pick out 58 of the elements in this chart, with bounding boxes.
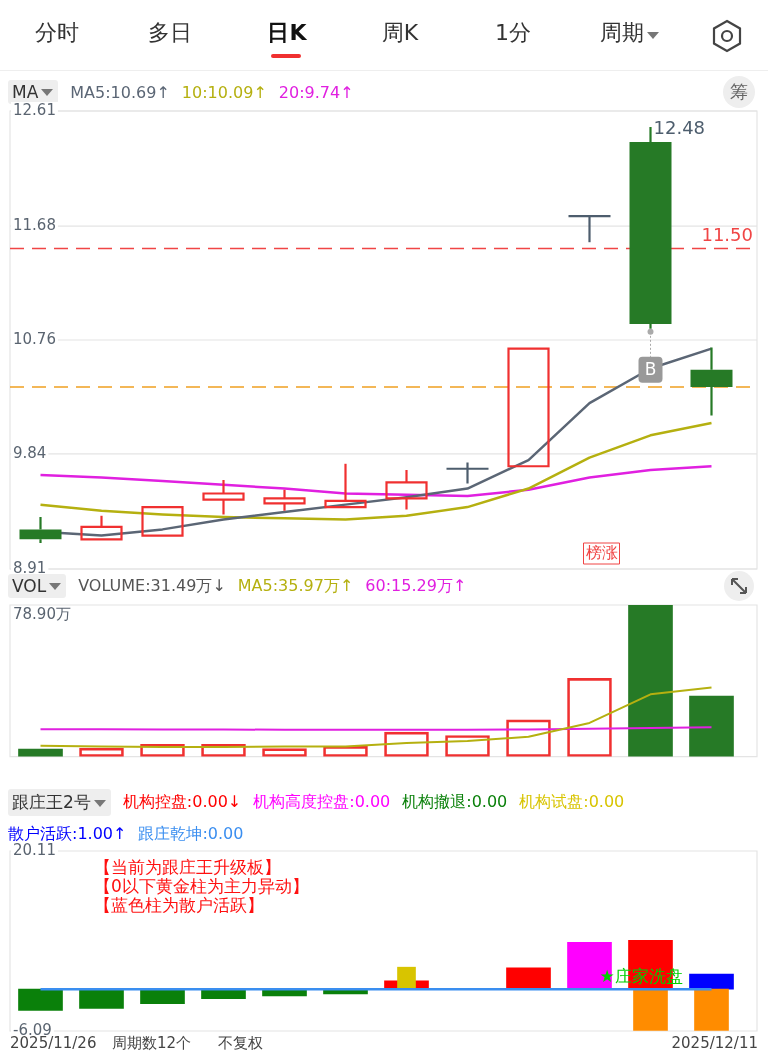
text: 日K [267, 19, 307, 47]
annotation: B [644, 359, 657, 380]
annotation: 【当前为跟庄王升级板】 [94, 856, 281, 877]
text: 机构试盘:0.00 [519, 792, 625, 813]
candlestick [385, 468, 428, 511]
text: 分时 [35, 19, 79, 47]
bar [633, 988, 668, 1031]
bar [397, 966, 416, 990]
text: 多日 [148, 19, 192, 47]
bar [694, 988, 729, 1031]
y-tick-label: 20.11 [13, 840, 56, 859]
bar [18, 988, 63, 1011]
bar [628, 605, 673, 757]
annotation: 78.90万 [13, 605, 71, 624]
text: 不复权 [218, 1034, 263, 1053]
text: 1分 [495, 19, 531, 47]
text: 2025/12/11 [671, 1034, 758, 1052]
text: 机构高度控盘:0.00 [253, 792, 391, 813]
y-tick-label: 8.91 [13, 558, 47, 577]
annotation: 12.48 [653, 116, 706, 138]
candlestick [445, 461, 490, 485]
text: VOLUME:31.49万↓ [78, 575, 226, 597]
bar [689, 973, 734, 990]
text: MA5:10.69↑ [70, 82, 170, 102]
chart-title: MA [8, 80, 59, 104]
text: 机构撤退:0.00 [402, 792, 508, 813]
text: MA5:35.97万↑ [237, 575, 354, 597]
chart-title: VOL [8, 574, 67, 598]
chart-title: 跟庄王2号 [8, 789, 111, 816]
text: 机构控盘:0.00↓ [122, 792, 242, 813]
candlestick [567, 215, 612, 244]
bar [79, 988, 124, 1009]
y-tick-label: 11.68 [13, 216, 56, 235]
text: 60:15.29万↑ [365, 575, 467, 597]
annotation: 榜涨 [585, 543, 618, 563]
text: 20:9.74↑ [278, 82, 354, 102]
annotation: 【0以下黄金柱为主力异动】 [94, 875, 309, 896]
annotation: 【蓝色柱为散户活跃】 [94, 894, 264, 915]
candlestick [202, 478, 245, 516]
y-tick-label: 9.84 [13, 443, 47, 462]
candlestick [324, 462, 367, 509]
candlestick [690, 346, 733, 417]
text: 周K [381, 19, 419, 47]
text: 10:10.09↑ [181, 82, 267, 102]
bar [689, 695, 734, 757]
text: 散户活跃:1.00↑ [8, 824, 127, 843]
y-tick-label: 12.61 [13, 100, 56, 119]
text: 周期 [600, 19, 645, 47]
candlestick [19, 515, 62, 545]
bar [506, 967, 551, 990]
candlestick [80, 514, 123, 541]
text: 周期数12个 [112, 1034, 192, 1053]
y-tick-label: 10.76 [13, 329, 56, 348]
ref-line-label: 11.50 [701, 224, 753, 246]
text: 筹 [723, 76, 755, 108]
text: 跟庄乾坤:0.00 [138, 824, 244, 845]
bar [140, 988, 185, 1004]
candlestick [263, 488, 306, 512]
